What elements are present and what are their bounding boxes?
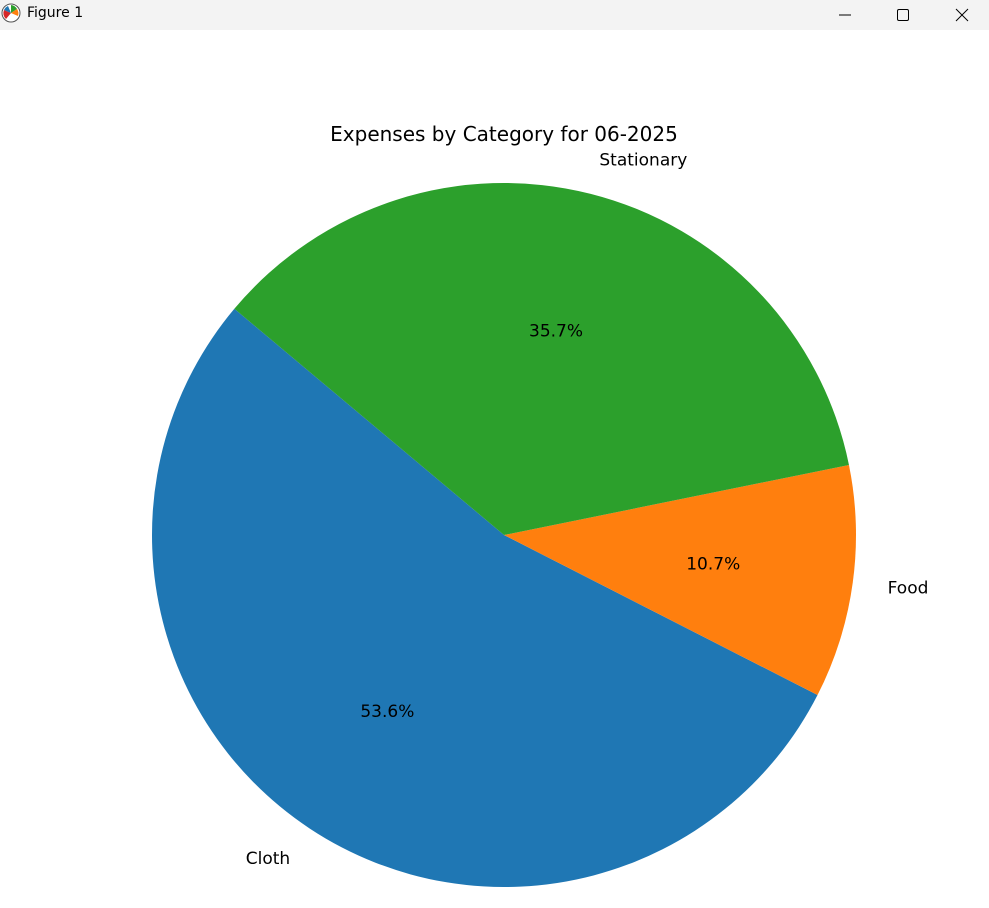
pie-chart: Cloth 53.6% Food 10.7% Stationary 35.7%	[152, 151, 928, 887]
close-button[interactable]	[939, 0, 985, 30]
maximize-icon	[897, 9, 909, 21]
pie-slice-food	[504, 464, 856, 696]
pie-pct-label-cloth: 53.6%	[360, 702, 414, 722]
pie-slice-stationary	[234, 183, 849, 535]
window-title: Figure 1	[27, 5, 84, 21]
pie-label-stationary: Stationary	[599, 151, 687, 171]
minimize-icon	[839, 14, 851, 16]
figure-canvas: Expenses by Category for 06-2025 Cloth 53…	[152, 122, 928, 887]
pie-pct-label-food: 10.7%	[686, 555, 740, 575]
window-titlebar[interactable]: Figure 1	[0, 0, 989, 30]
minimize-button[interactable]	[822, 0, 868, 30]
pie-label-food: Food	[888, 578, 929, 598]
maximize-button[interactable]	[880, 0, 926, 30]
pie-slice-cloth	[152, 308, 818, 887]
pie-pct-label-stationary: 35.7%	[529, 321, 583, 341]
close-icon	[955, 8, 969, 22]
matplotlib-logo-icon	[1, 3, 21, 23]
pie-label-cloth: Cloth	[246, 849, 290, 869]
chart-title: Expenses by Category for 06-2025	[330, 122, 678, 146]
